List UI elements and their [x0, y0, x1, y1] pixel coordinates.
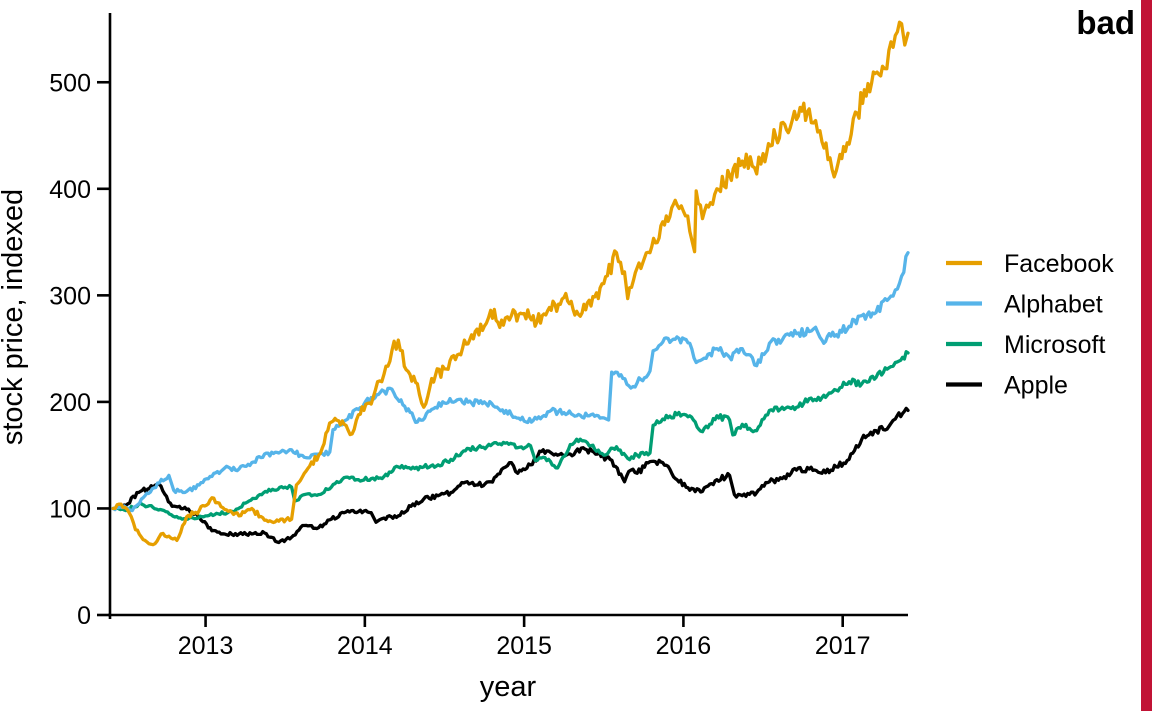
x-tick-label: 2015: [496, 632, 552, 660]
legend-label-facebook: Facebook: [1004, 250, 1114, 278]
legend-item-alphabet: Alphabet: [946, 291, 1103, 319]
legend-item-microsoft: Microsoft: [946, 331, 1105, 359]
x-tick-label: 2017: [815, 632, 871, 660]
y-tick-label: 500: [49, 69, 91, 97]
y-tick-label: 200: [49, 389, 91, 417]
y-axis-title: stock price, indexed: [0, 189, 29, 445]
series-line-microsoft: [111, 350, 910, 521]
legend-label-apple: Apple: [1004, 372, 1068, 400]
x-tick-label: 2016: [656, 632, 712, 660]
bad-stamp-bar: [1141, 0, 1152, 711]
bad-stamp-label: bad: [1076, 4, 1135, 41]
y-tick-label: 100: [49, 495, 91, 523]
legend-item-facebook: Facebook: [946, 250, 1114, 278]
x-tick-label: 2014: [337, 632, 393, 660]
legend: Facebook Alphabet Microsoft Apple: [946, 250, 1114, 400]
series-line-alphabet: [111, 251, 910, 513]
legend-label-microsoft: Microsoft: [1004, 331, 1105, 359]
y-tick-label: 0: [77, 602, 91, 630]
legend-item-apple: Apple: [946, 372, 1068, 400]
series-line-apple: [111, 406, 910, 545]
x-tick-label: 2013: [178, 632, 234, 660]
legend-label-alphabet: Alphabet: [1004, 291, 1103, 319]
series-lines: [111, 20, 910, 547]
y-tick-label: 400: [49, 176, 91, 204]
series-line-facebook: [111, 20, 910, 547]
x-axis-title: year: [480, 671, 537, 703]
axes: [108, 13, 908, 619]
y-tick-label: 300: [49, 282, 91, 310]
axis-ticks: 2013 2014 2015 2016 2017 0 100 200 300 400 500: [49, 69, 870, 660]
